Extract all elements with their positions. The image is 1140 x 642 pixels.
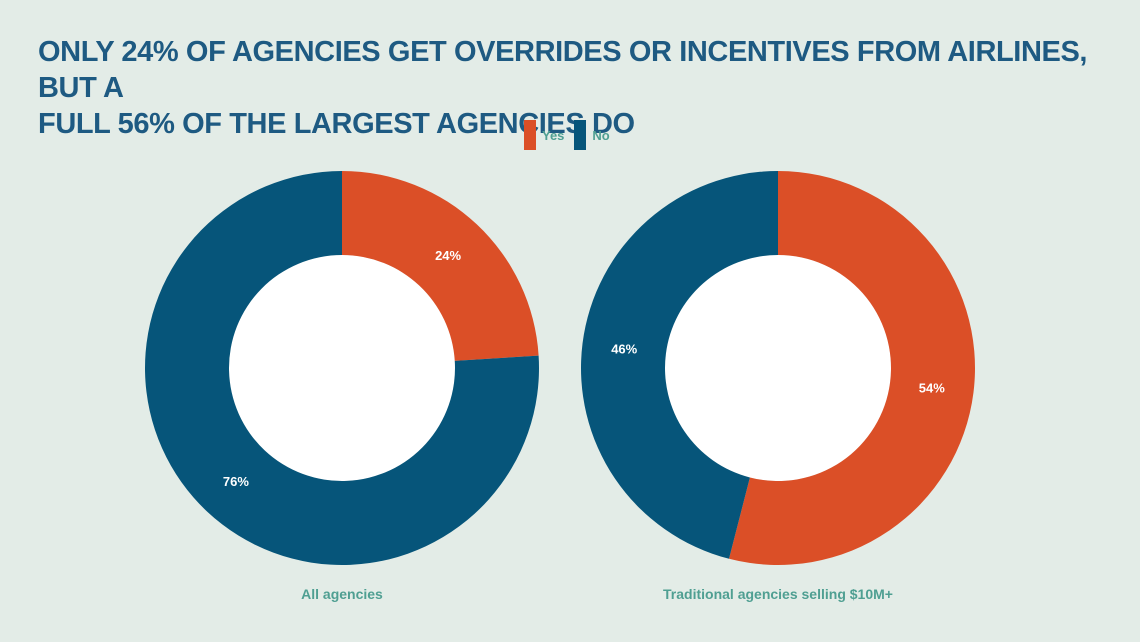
donut-1-slice-yes: [342, 171, 539, 361]
chart-title-line-1: Only 24% of agencies get overrides or in…: [38, 36, 1088, 104]
legend-label-no: No: [592, 127, 610, 143]
donut-1-label-no: 76%: [223, 474, 249, 489]
caption-all-agencies: All agencies: [301, 586, 383, 602]
legend-swatch-no: [574, 120, 587, 150]
donut-2-label-yes: 54%: [919, 380, 945, 395]
donut-2-label-no: 46%: [611, 342, 637, 357]
donut-1-slice-no: [145, 171, 540, 565]
legend-item-no: No: [574, 120, 610, 150]
donut-2-slice-yes: [729, 171, 975, 565]
donut-2-slice-no: [580, 171, 778, 559]
legend: Yes No: [524, 120, 610, 150]
donut-1-label-yes: 24%: [435, 248, 461, 263]
legend-swatch-yes: [524, 120, 536, 150]
donut-2-hole: [665, 255, 891, 481]
caption-traditional-agencies: Traditional agencies selling $10M+: [663, 586, 893, 602]
legend-item-yes: Yes: [524, 120, 564, 150]
legend-label-yes: Yes: [542, 127, 565, 143]
donut-1-hole: [229, 255, 455, 481]
